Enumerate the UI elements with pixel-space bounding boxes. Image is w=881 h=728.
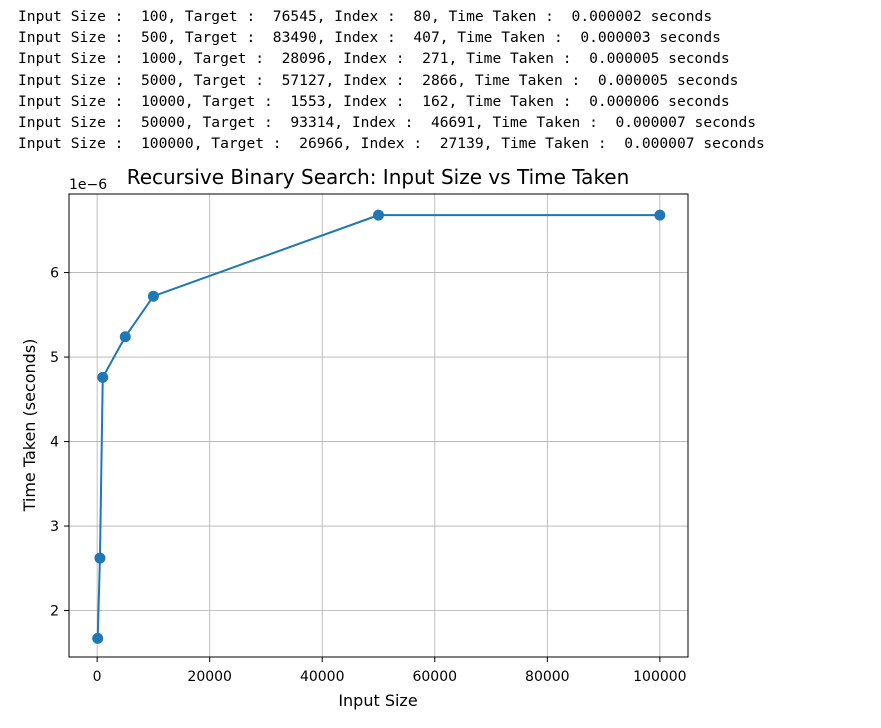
y-axis-label: Time Taken (seconds) bbox=[20, 339, 39, 513]
x-tick-label: 40000 bbox=[300, 669, 345, 685]
console-line: Input Size : 50000, Target : 93314, Inde… bbox=[18, 114, 757, 132]
data-point bbox=[373, 209, 384, 221]
y-tick-label: 5 bbox=[50, 350, 59, 366]
data-point bbox=[654, 209, 666, 221]
console-line: Input Size : 100, Target : 76545, Index … bbox=[18, 8, 713, 25]
data-point bbox=[97, 371, 109, 383]
series-line bbox=[96, 214, 660, 639]
gridlines bbox=[69, 194, 688, 657]
console-line: Input Size : 1000, Target : 28096, Index… bbox=[18, 50, 730, 68]
data-point bbox=[94, 552, 106, 564]
console-output: Input Size : 100, Target : 76545, Index … bbox=[18, 6, 765, 154]
console-line: Input Size : 10000, Target : 1553, Index… bbox=[18, 92, 730, 110]
console-line: Input Size : 5000, Target : 57127, Index… bbox=[18, 71, 739, 89]
x-axis-label: Input Size bbox=[338, 691, 417, 710]
y-tick-label: 6 bbox=[50, 266, 59, 282]
x-tick-label: 80000 bbox=[525, 669, 570, 685]
plot-frame bbox=[68, 193, 689, 658]
y-tick-label: 4 bbox=[50, 435, 59, 451]
line-chart: Recursive Binary Search: Input Size vs T… bbox=[20, 165, 689, 710]
chart-title: Recursive Binary Search: Input Size vs T… bbox=[127, 165, 630, 189]
console-line: Input Size : 100000, Target : 26966, Ind… bbox=[18, 135, 765, 153]
console-line: Input Size : 500, Target : 83490, Index … bbox=[18, 29, 721, 47]
y-offset-label: 1e−6 bbox=[69, 177, 107, 193]
x-tick-label: 20000 bbox=[187, 669, 232, 685]
series-time-taken bbox=[92, 209, 666, 644]
y-tick-label: 2 bbox=[50, 604, 59, 620]
data-point bbox=[147, 290, 159, 302]
data-point bbox=[92, 632, 104, 644]
y-tick-label: 3 bbox=[50, 519, 59, 535]
x-tick-label: 60000 bbox=[412, 669, 457, 685]
x-tick-label: 100000 bbox=[633, 669, 686, 685]
data-point bbox=[119, 331, 131, 343]
axis-ticks: 0 20000 40000 60000 80000 100000 2 3 4 5 6 bbox=[50, 266, 687, 685]
x-tick-label: 0 bbox=[93, 669, 102, 685]
